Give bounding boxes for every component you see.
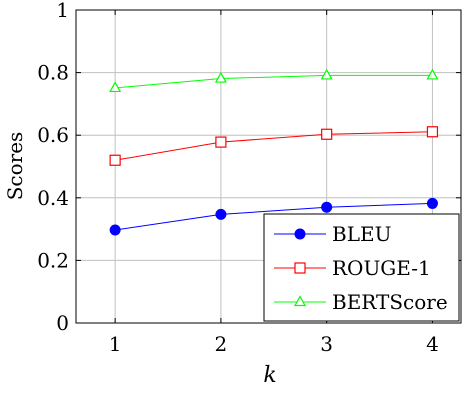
x-tick-label: 3 [320,332,333,356]
series-line [115,202,433,231]
x-tick-label: 1 [109,332,122,356]
series-lines [109,68,439,236]
data-point [215,136,227,148]
legend-label: BLEU [332,222,391,246]
data-point [426,68,439,80]
data-point [214,71,227,83]
data-point [109,224,121,236]
legend-marker [293,295,307,307]
y-tick-label: 0.8 [37,61,69,85]
legend-label: ROUGE-1 [332,256,431,280]
y-tick-label: 0.4 [37,186,69,210]
data-point [109,81,122,93]
series-bertscore [109,68,439,93]
y-tick-label: 0.2 [37,248,69,272]
y-axis-ticks: 0 0.2 0.4 0.6 0.8 1 [37,0,461,335]
data-point [320,68,333,80]
data-point [426,197,438,209]
y-axis-label: Scores [3,132,27,201]
legend-label: BERTScore [332,290,448,314]
series-bleu [109,197,438,236]
data-point [321,201,333,213]
x-axis-ticks: 1 2 3 4 [109,10,439,356]
data-point [109,154,121,166]
data-point [426,126,439,138]
legend-item: BLEU [274,222,391,246]
legend-marker [294,262,306,274]
series-line [115,131,433,161]
series-rouge-1 [109,126,439,166]
y-tick-label: 0.6 [37,123,69,147]
x-tick-label: 4 [426,332,439,356]
y-tick-label: 1 [56,0,69,22]
series-line [115,74,433,89]
x-tick-label: 2 [215,332,228,356]
data-point [321,128,333,140]
legend-item: BERTScore [274,290,448,314]
legend: BLEU ROUGE-1 BERTScore [263,213,460,322]
data-point [215,208,227,220]
legend-item: ROUGE-1 [274,256,431,280]
plot-frame [75,9,462,324]
legend-marker [294,228,306,240]
y-tick-label: 0 [56,311,69,335]
x-axis-label: k [263,363,276,388]
